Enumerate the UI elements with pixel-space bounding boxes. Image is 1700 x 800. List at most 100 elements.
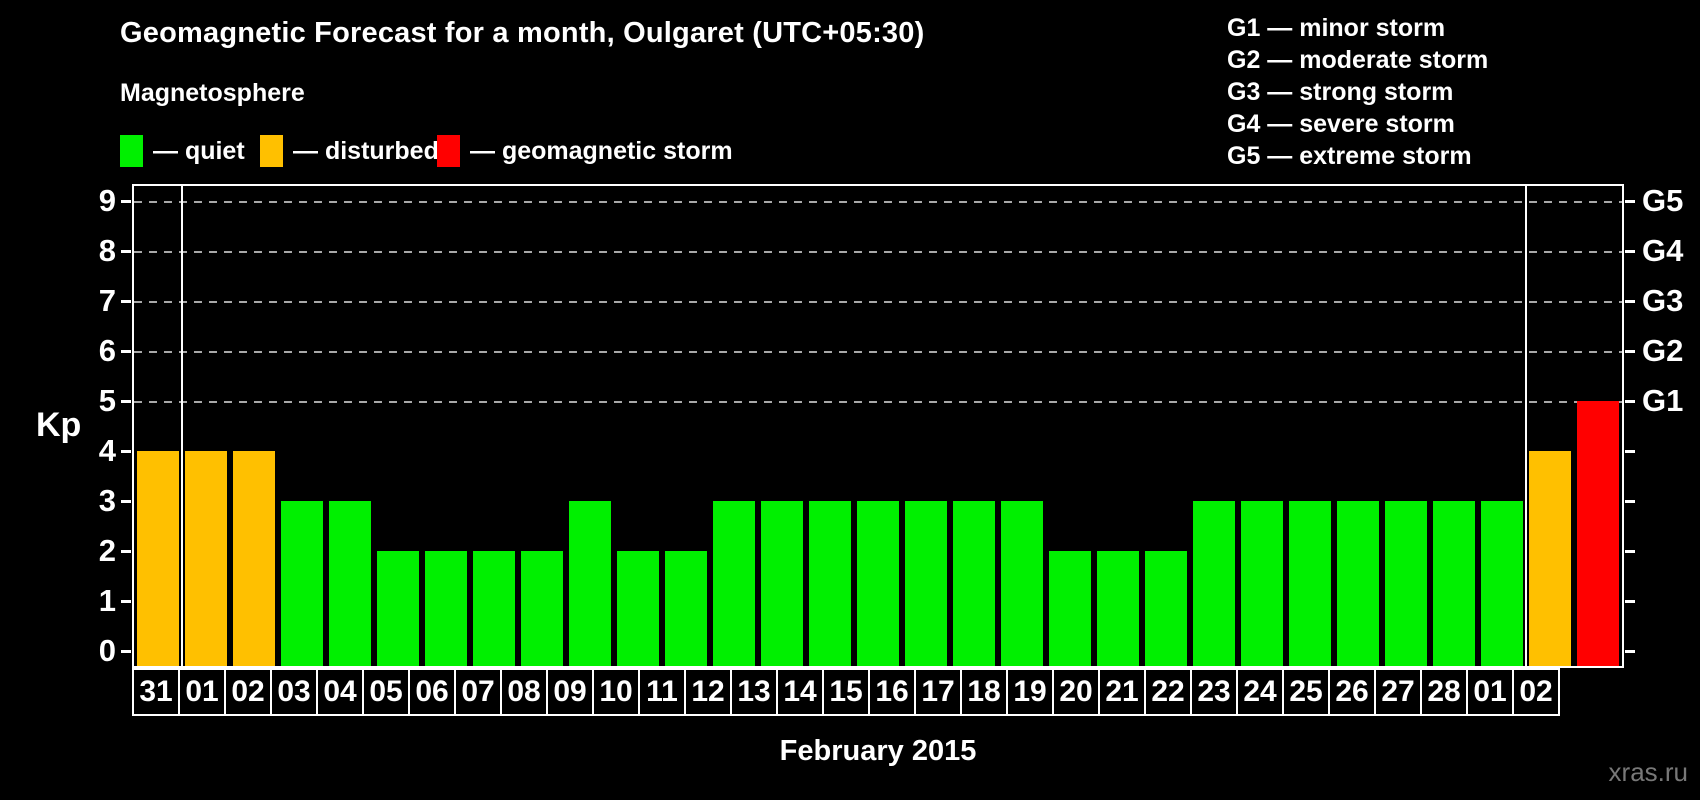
- g-scale-legend: G1 — minor storm G2 — moderate storm G3 — …: [1227, 12, 1488, 172]
- bar-day-19: [1049, 551, 1091, 666]
- legend-label-storm: — geomagnetic storm: [470, 136, 733, 165]
- y-axis-tick-right: [1625, 600, 1635, 603]
- y-axis-tick-right: [1625, 500, 1635, 503]
- legend-swatch-disturbed: [260, 135, 283, 167]
- legend-item-quiet: — quiet: [120, 135, 245, 167]
- gridline-kp6: [134, 351, 1622, 353]
- bar-day-25: [1337, 501, 1379, 666]
- y-axis-label-7: 7: [98, 283, 116, 318]
- day-label-25: 25: [1282, 668, 1330, 716]
- bar-day-31: [137, 451, 179, 666]
- day-label-15: 15: [822, 668, 870, 716]
- y-axis-tick-right: [1625, 350, 1635, 353]
- g-axis-label-G3: G3: [1642, 283, 1684, 318]
- y-axis-label-5: 5: [98, 383, 116, 418]
- g-axis-label-G5: G5: [1642, 183, 1684, 218]
- bar-day-26: [1385, 501, 1427, 666]
- day-label-05: 05: [362, 668, 410, 716]
- day-label-27: 27: [1374, 668, 1422, 716]
- y-axis-tick-right: [1625, 300, 1635, 303]
- gridline-kp5: [134, 401, 1622, 403]
- chart-title: Geomagnetic Forecast for a month, Oulgar…: [120, 17, 925, 49]
- legend-swatch-storm: [437, 135, 460, 167]
- day-label-12: 12: [684, 668, 732, 716]
- bar-day-06: [425, 551, 467, 666]
- y-axis-label-8: 8: [98, 233, 116, 268]
- g-legend-line-5: G5 — extreme storm: [1227, 142, 1472, 170]
- gridline-kp9: [134, 201, 1622, 203]
- g-axis-label-G4: G4: [1642, 233, 1684, 268]
- y-axis-tick-left: [121, 450, 131, 453]
- y-axis-tick-right: [1625, 200, 1635, 203]
- day-label-03: 03: [270, 668, 318, 716]
- y-axis-label-1: 1: [98, 583, 116, 618]
- g-legend-line-3: G3 — strong storm: [1227, 78, 1454, 106]
- y-axis-tick-left: [121, 500, 131, 503]
- y-axis-tick-right: [1625, 450, 1635, 453]
- gridline-kp8: [134, 251, 1622, 253]
- legend-label-quiet: — quiet: [153, 136, 245, 165]
- bar-day-09: [569, 501, 611, 666]
- y-axis-label-6: 6: [98, 333, 116, 368]
- day-label-02: 02: [224, 668, 272, 716]
- day-label-28: 28: [1420, 668, 1468, 716]
- g-axis-label-G2: G2: [1642, 333, 1684, 368]
- y-axis-title: Kp: [36, 406, 82, 444]
- g-axis-label-G1: G1: [1642, 383, 1684, 418]
- bar-day-20: [1097, 551, 1139, 666]
- bar-day-04: [329, 501, 371, 666]
- bar-day-16: [905, 501, 947, 666]
- bar-day-18: [1001, 501, 1043, 666]
- bar-day-10: [617, 551, 659, 666]
- y-axis-tick-left: [121, 400, 131, 403]
- day-label-01: 01: [178, 668, 226, 716]
- y-axis-label-0: 0: [98, 633, 116, 668]
- bar-day-13: [761, 501, 803, 666]
- day-label-22: 22: [1144, 668, 1192, 716]
- bar-day-05: [377, 551, 419, 666]
- g-legend-line-4: G4 — severe storm: [1227, 110, 1455, 138]
- bar-day-21: [1145, 551, 1187, 666]
- plot-area: [132, 184, 1624, 668]
- bar-day-01: [1529, 451, 1571, 666]
- y-axis-tick-left: [121, 600, 131, 603]
- day-label-06: 06: [408, 668, 456, 716]
- gridline-kp7: [134, 301, 1622, 303]
- bar-day-23: [1241, 501, 1283, 666]
- day-label-11: 11: [638, 668, 686, 716]
- y-axis-tick-right: [1625, 550, 1635, 553]
- month-separator: [1525, 186, 1527, 666]
- bar-day-02: [1577, 401, 1619, 666]
- bar-day-14: [809, 501, 851, 666]
- legend-item-disturbed: — disturbed: [260, 135, 439, 167]
- day-label-23: 23: [1190, 668, 1238, 716]
- day-label-24: 24: [1236, 668, 1284, 716]
- y-axis-tick-left: [121, 300, 131, 303]
- y-axis-tick-left: [121, 350, 131, 353]
- bar-day-01: [185, 451, 227, 666]
- day-label-17: 17: [914, 668, 962, 716]
- y-axis-tick-left: [121, 650, 131, 653]
- g-legend-line-1: G1 — minor storm: [1227, 14, 1446, 42]
- g-legend-line-2: G2 — moderate storm: [1227, 46, 1489, 74]
- y-axis-label-9: 9: [98, 183, 116, 218]
- day-label-08: 08: [500, 668, 548, 716]
- day-label-26: 26: [1328, 668, 1376, 716]
- day-label-10: 10: [592, 668, 640, 716]
- legend-label-disturbed: — disturbed: [293, 136, 439, 165]
- bar-day-03: [281, 501, 323, 666]
- legend-item-storm: — geomagnetic storm: [437, 135, 733, 167]
- day-label-20: 20: [1052, 668, 1100, 716]
- bar-day-11: [665, 551, 707, 666]
- bar-day-24: [1289, 501, 1331, 666]
- day-label-09: 09: [546, 668, 594, 716]
- day-label-16: 16: [868, 668, 916, 716]
- day-label-02: 02: [1512, 668, 1560, 716]
- day-label-07: 07: [454, 668, 502, 716]
- y-axis-tick-left: [121, 200, 131, 203]
- x-axis-day-labels: 31 01 02 03 04 05 06 07 08 09 10 11 12 13 14 15 16 17 18 19…: [132, 668, 1624, 716]
- day-label-13: 13: [730, 668, 778, 716]
- day-label-18: 18: [960, 668, 1008, 716]
- bar-day-12: [713, 501, 755, 666]
